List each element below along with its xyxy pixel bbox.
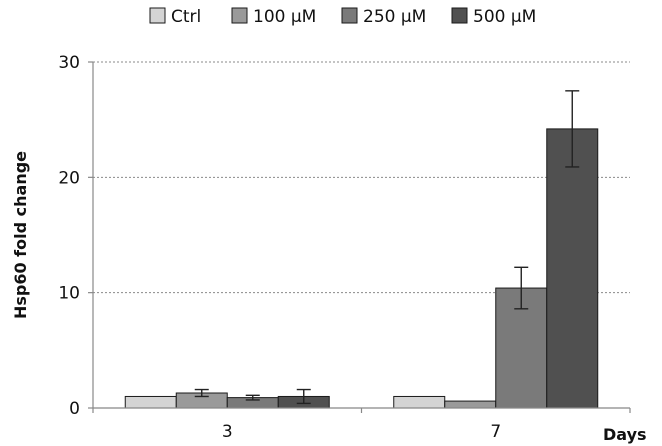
- legend: Ctrl 100 μM 250 μM 500 μM: [149, 7, 536, 27]
- y-tick-label: 30: [58, 53, 80, 73]
- bar-500-M-day-7: [546, 128, 599, 409]
- legend-label: 500 μM: [473, 7, 536, 27]
- legend-swatch: [341, 7, 358, 24]
- legend-label: 250 μM: [363, 7, 426, 27]
- bar-Ctrl-day-3: [124, 395, 177, 409]
- bars: [124, 128, 599, 409]
- y-axis-ticks: 0 10 20 30: [58, 53, 93, 419]
- error-bars: [194, 90, 580, 405]
- legend-label: 100 μM: [253, 7, 316, 27]
- y-tick-label: 0: [69, 399, 80, 419]
- bar-100-M-day-7: [444, 400, 497, 409]
- legend-swatch: [149, 7, 166, 24]
- bar-Ctrl-day-7: [393, 395, 446, 409]
- legend-swatch: [231, 7, 248, 24]
- legend-swatch: [451, 7, 468, 24]
- x-tick-label: 3: [222, 422, 233, 442]
- y-tick-label: 10: [58, 284, 80, 304]
- y-axis-label: Hsp60 fold change: [11, 151, 30, 319]
- x-tick-label: 7: [490, 422, 501, 442]
- y-tick-label: 20: [58, 168, 80, 188]
- x-axis-label: Days: [603, 425, 647, 444]
- legend-label: Ctrl: [171, 7, 201, 27]
- gridlines: [93, 61, 630, 294]
